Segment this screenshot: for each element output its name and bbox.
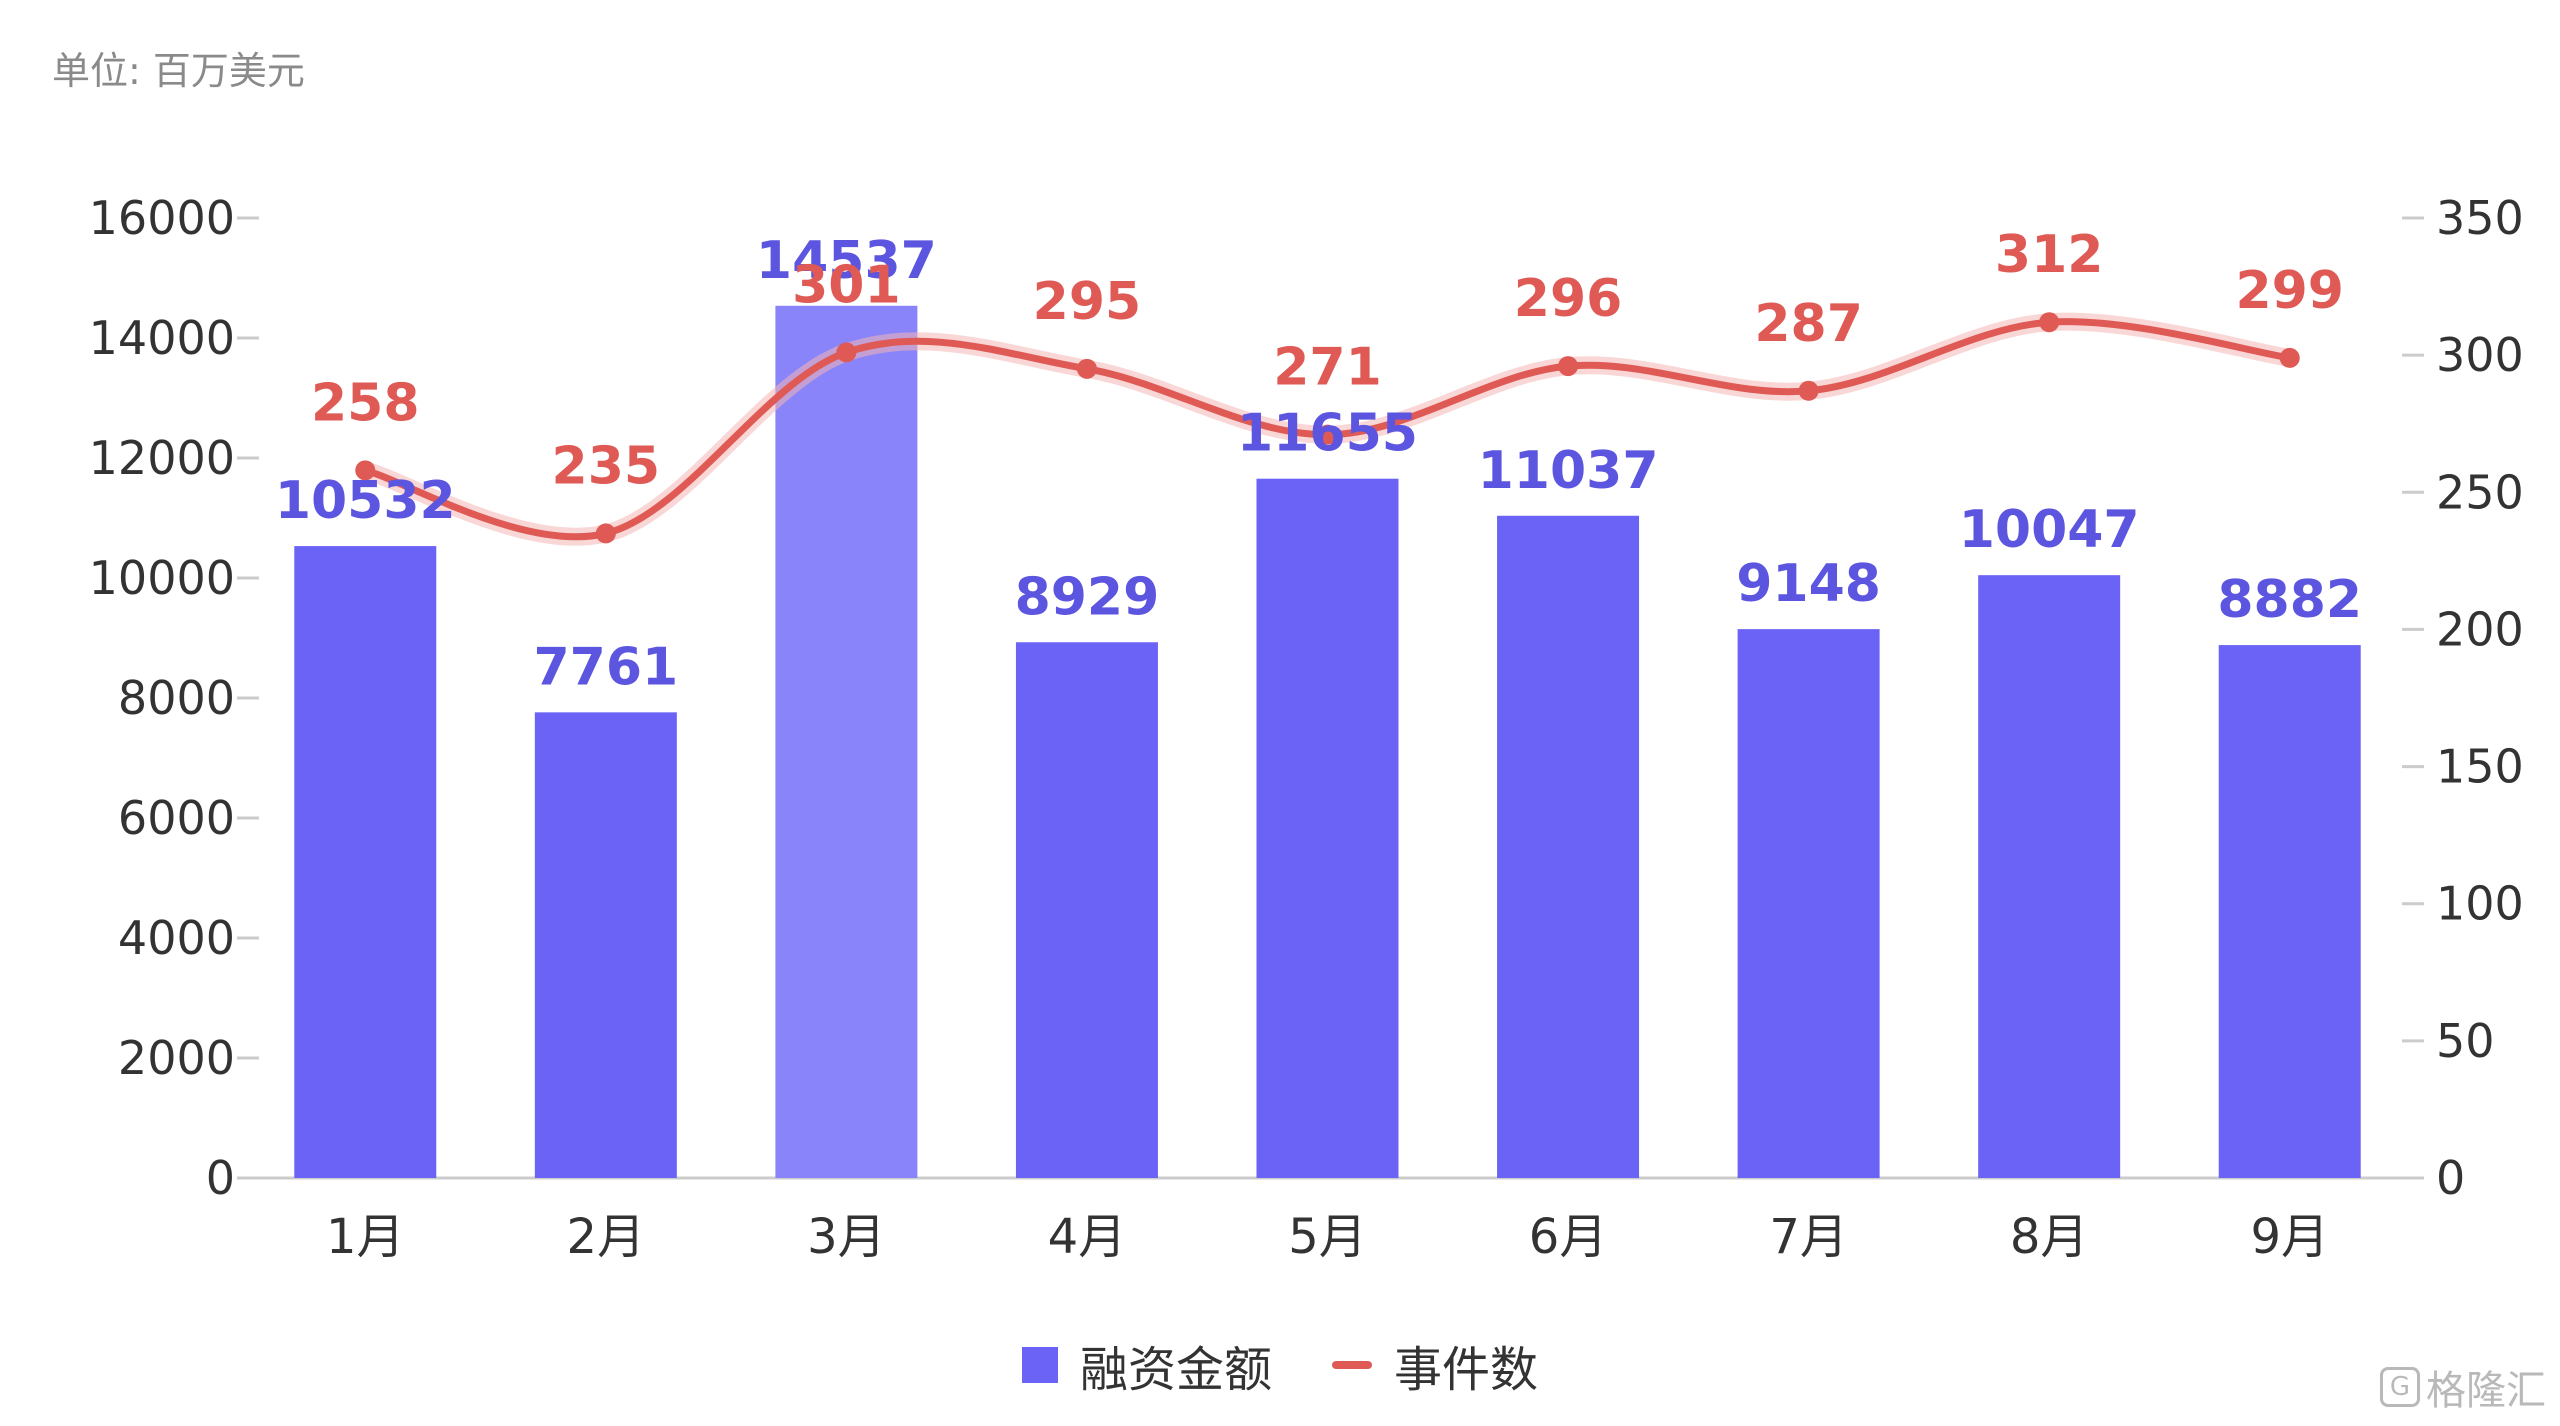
legend-item-line[interactable]: 事件数 xyxy=(1332,1330,1538,1400)
line-value-label: 287 xyxy=(1754,294,1863,354)
data-labels: 10532 7761 14537 8929 11655 11037 9148 10047 888… xyxy=(275,225,2362,697)
legend-line-swatch xyxy=(1332,1361,1372,1369)
watermark-text: 格隆汇 xyxy=(2426,1368,2546,1414)
line-point xyxy=(2279,347,2300,368)
bar-value-label: 11655 xyxy=(1237,404,1418,464)
line-point xyxy=(1798,380,1819,401)
line-point xyxy=(836,342,857,363)
axes: 0 2000 4000 6000 8000 10000 12000 14000 16000 0 50… xyxy=(89,191,2524,1265)
line-point xyxy=(595,523,616,544)
bar xyxy=(1497,515,1640,1178)
y-right-tick-label: 300 xyxy=(2436,328,2524,382)
line-series xyxy=(355,312,2300,546)
y-right-tick-label: 50 xyxy=(2436,1014,2495,1068)
line-point xyxy=(1317,424,1338,445)
x-tick-label: 8月 xyxy=(2010,1209,2089,1265)
y-right-tick-label: 0 xyxy=(2436,1151,2465,1205)
legend: 融资金额 事件数 xyxy=(0,1330,2560,1400)
line-value-label: 301 xyxy=(792,255,901,315)
bar-value-label: 14537 xyxy=(756,231,937,291)
legend-bar-swatch xyxy=(1021,1347,1058,1383)
bar-value-label: 10047 xyxy=(1959,500,2140,560)
legend-item-bars[interactable]: 融资金额 xyxy=(1021,1330,1272,1400)
line-point xyxy=(1558,356,1579,377)
y-right-tick-label: 150 xyxy=(2436,740,2524,794)
bar xyxy=(2218,645,2361,1178)
bar xyxy=(1737,629,1880,1178)
line-value-label: 296 xyxy=(1514,269,1623,329)
bar-value-label: 8929 xyxy=(1015,567,1160,627)
y-left-tick-label: 10000 xyxy=(89,551,235,605)
line-value-label: 235 xyxy=(552,436,661,496)
bar-value-label: 8882 xyxy=(2217,570,2362,630)
y-left-tick-label: 2000 xyxy=(118,1031,235,1085)
combo-chart: 0 2000 4000 6000 8000 10000 12000 14000 16000 0 50… xyxy=(89,191,2524,1265)
y-left-tick-label: 0 xyxy=(206,1151,235,1205)
bar xyxy=(1978,575,2121,1178)
bar-value-label: 9148 xyxy=(1736,554,1881,614)
y-left-tick-label: 16000 xyxy=(89,191,235,245)
bar xyxy=(775,305,918,1178)
line-point xyxy=(355,460,376,481)
y-left-tick-label: 4000 xyxy=(118,911,235,965)
line-value-label: 271 xyxy=(1273,338,1382,398)
watermark: G 格隆汇 xyxy=(2380,1358,2546,1416)
watermark-logo-icon: G xyxy=(2380,1367,2420,1407)
y-left-tick-label: 6000 xyxy=(118,791,235,845)
x-tick-label: 9月 xyxy=(2250,1209,2329,1265)
y-left-tick-label: 14000 xyxy=(89,311,235,365)
x-tick-label: 3月 xyxy=(807,1209,886,1265)
y-left-tick-label: 12000 xyxy=(89,431,235,485)
bar xyxy=(1015,642,1158,1178)
bar xyxy=(294,546,437,1178)
line-point xyxy=(1076,358,1097,379)
y-left-tick-label: 8000 xyxy=(118,671,235,725)
x-tick-label: 7月 xyxy=(1769,1209,1848,1265)
x-tick-label: 6月 xyxy=(1529,1209,1608,1265)
bars xyxy=(294,305,2361,1178)
y-right-tick-label: 200 xyxy=(2436,602,2524,656)
x-tick-label: 5月 xyxy=(1288,1209,1367,1265)
line-value-label: 258 xyxy=(311,373,420,433)
line-value-label: 299 xyxy=(2235,261,2344,321)
legend-bar-label: 融资金额 xyxy=(1079,1342,1272,1398)
x-tick-label: 2月 xyxy=(567,1209,646,1265)
bar-value-label: 11037 xyxy=(1478,441,1659,501)
x-tick-label: 1月 xyxy=(326,1209,405,1265)
y-right-tick-label: 100 xyxy=(2436,877,2524,931)
unit-label: 单位: 百万美元 xyxy=(52,49,305,93)
line-point xyxy=(2039,312,2060,333)
x-tick-label: 4月 xyxy=(1048,1209,1127,1265)
line-value-label: 312 xyxy=(1995,225,2104,285)
line-value-label: 295 xyxy=(1033,272,1142,332)
bar-value-label: 10532 xyxy=(275,471,456,531)
bar xyxy=(534,712,677,1178)
bar xyxy=(1256,478,1399,1178)
y-right-tick-label: 350 xyxy=(2436,191,2524,245)
bar-value-label: 7761 xyxy=(533,637,678,697)
y-right-tick-label: 250 xyxy=(2436,465,2524,519)
legend-line-label: 事件数 xyxy=(1394,1342,1539,1398)
